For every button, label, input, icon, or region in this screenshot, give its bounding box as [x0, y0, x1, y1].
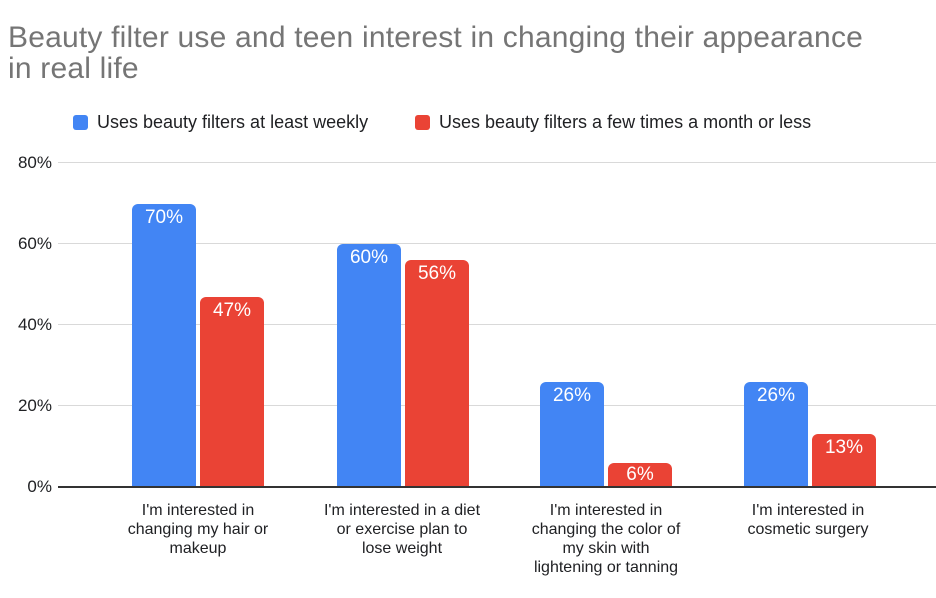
y-axis-tick-20: 20% — [17, 396, 52, 415]
legend-swatch-red-icon — [415, 114, 430, 130]
x-axis-category-label-diet: I'm interested in a diet or exercise pla… — [323, 502, 481, 557]
gridline-40 — [58, 324, 936, 325]
bar-red-group2[interactable]: 56% — [405, 260, 469, 487]
bar-blue-group3[interactable]: 26% — [540, 382, 604, 487]
bar-value-label: 6% — [626, 464, 654, 485]
y-axis-tick-80: 80% — [17, 153, 52, 172]
y-axis-tick-40: 40% — [17, 315, 52, 334]
x-axis-line — [58, 486, 936, 488]
bar-value-label: 60% — [349, 247, 389, 268]
bar-red-group3[interactable]: 6% — [608, 463, 672, 487]
bar-value-label: 13% — [824, 437, 864, 458]
legend-item-weekly[interactable]: Uses beauty filters at least weekly — [73, 108, 368, 136]
y-axis-tick-60: 60% — [17, 234, 52, 253]
bar-blue-group4[interactable]: 26% — [744, 382, 808, 487]
bar-value-label: 47% — [212, 300, 252, 321]
bar-value-label: 70% — [144, 207, 184, 228]
x-axis-category-label-skin: I'm interested in changing the color of … — [531, 502, 681, 576]
x-axis-category-label-surgery: I'm interested in cosmetic surgery — [747, 502, 869, 538]
gridline-60 — [58, 243, 936, 244]
x-axis-category-label-hair: I'm interested in changing my hair or ma… — [127, 502, 269, 557]
bar-blue-group2[interactable]: 60% — [337, 244, 401, 487]
legend-item-monthly[interactable]: Uses beauty filters a few times a month … — [415, 108, 811, 136]
bar-red-group4[interactable]: 13% — [812, 434, 876, 487]
legend-label-monthly: Uses beauty filters a few times a month … — [439, 111, 812, 132]
bar-value-label: 26% — [756, 385, 796, 406]
legend-label-weekly: Uses beauty filters at least weekly — [97, 111, 369, 132]
gridline-20 — [58, 405, 936, 406]
bar-value-label: 26% — [552, 385, 592, 406]
bar-value-label: 56% — [417, 263, 457, 284]
bar-red-group1[interactable]: 47% — [200, 297, 264, 487]
legend-swatch-blue-icon — [73, 114, 88, 130]
y-axis-tick-0: 0% — [27, 477, 52, 496]
chart-title: Beauty filter use and teen interest in c… — [8, 21, 864, 85]
gridline-80 — [58, 162, 936, 163]
bar-blue-group1[interactable]: 70% — [132, 204, 196, 487]
